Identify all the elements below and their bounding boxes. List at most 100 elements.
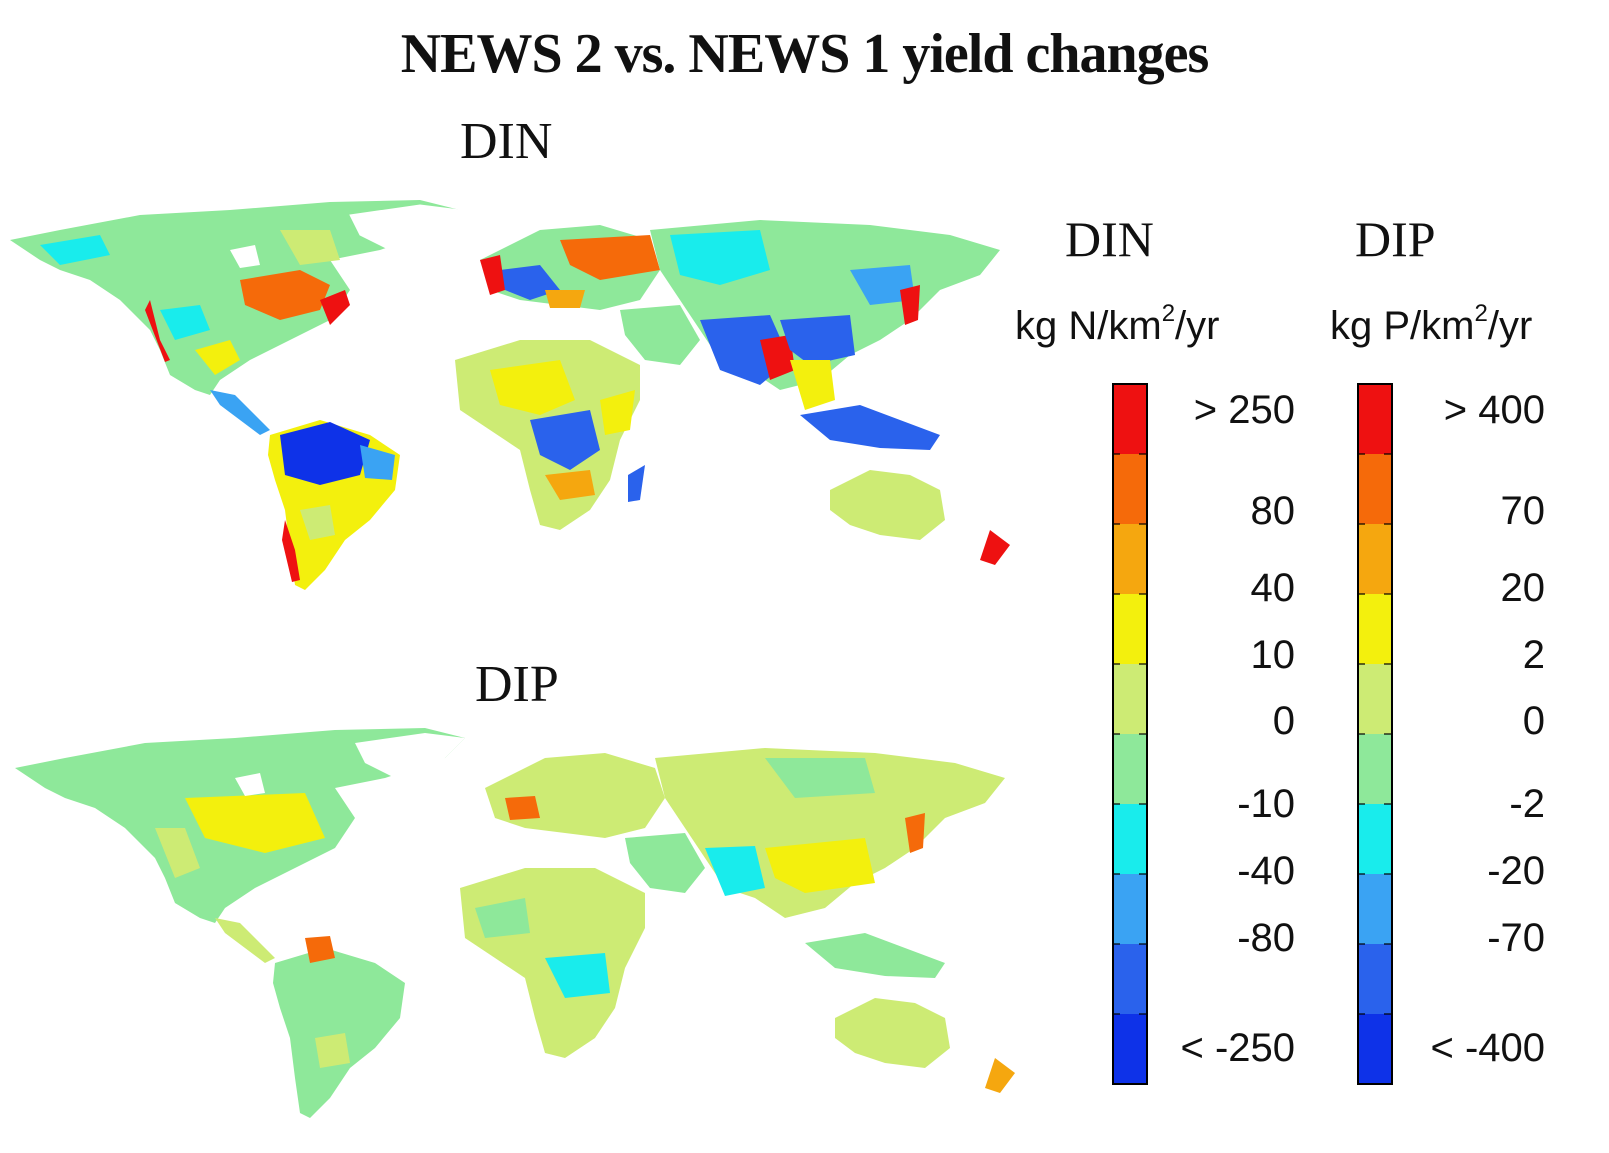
din-tick-label: 40: [1250, 566, 1296, 610]
din-greenland: [349, 204, 462, 251]
din-tick-label: 80: [1250, 489, 1296, 533]
dip-colorbar-band: [1358, 524, 1392, 594]
din-tick-label: 0: [1272, 699, 1295, 743]
din-east-coast: [320, 290, 350, 325]
din-australia: [830, 470, 945, 540]
din-colorbar-band: [1113, 664, 1147, 734]
dip-colorbar-band: [1358, 594, 1392, 664]
dip-tick-label: 0: [1522, 699, 1545, 743]
din-colorbar-band: [1113, 524, 1147, 594]
dip-tick-label: 20: [1500, 566, 1546, 610]
din-congo: [530, 410, 600, 470]
din-siberia-west: [670, 230, 770, 285]
din-la-plata: [300, 505, 335, 540]
dip-congo: [545, 953, 610, 998]
dip-colorbar-band: [1358, 384, 1392, 454]
dip-region-west: [155, 828, 200, 878]
dip-la-plata: [315, 1033, 350, 1068]
din-hudson-bay: [230, 245, 260, 268]
din-colorbar-band: [1113, 454, 1147, 524]
din-region-great-lakes: [240, 270, 330, 320]
dip-colorbar-band: [1358, 944, 1392, 1014]
dip-hudson-bay: [235, 773, 265, 796]
din-region-canada-east: [280, 230, 340, 265]
dip-central-america: [215, 918, 275, 963]
din-amur: [850, 265, 915, 305]
din-madagascar: [628, 465, 645, 502]
din-colorbar-band: [1113, 874, 1147, 944]
dip-middle-east: [625, 833, 705, 893]
dip-tick-label: -70: [1487, 916, 1545, 960]
din-tick-label: > 250: [1193, 388, 1295, 432]
dip-colorbar-band: [1358, 874, 1392, 944]
din-amazon: [280, 422, 370, 485]
dip-colorbar-band: [1358, 664, 1392, 734]
din-colorbar-frame: [1112, 383, 1148, 1085]
dip-china: [765, 838, 875, 893]
dip-map-title: DIP: [475, 656, 559, 713]
dip-japan: [905, 813, 925, 853]
din-ganges: [760, 335, 795, 380]
dip-new-zealand: [985, 1058, 1015, 1093]
din-zambezi: [545, 470, 595, 500]
dip-colorbar: [1357, 383, 1393, 1085]
din-black-sea-basin: [545, 290, 585, 308]
din-tick-label: < -250: [1180, 1026, 1295, 1070]
dip-region-us: [185, 793, 325, 853]
dip-greenland: [355, 733, 465, 778]
din-chile-coast: [282, 520, 300, 582]
dip-colorbar-band: [1358, 734, 1392, 804]
dip-tick-label: -2: [1509, 782, 1545, 826]
dip-tick-label: 70: [1500, 489, 1546, 533]
din-tick-label: -10: [1237, 782, 1295, 826]
din-sahel: [490, 360, 575, 415]
din-colorbar-band: [1113, 1014, 1147, 1084]
din-new-zealand: [980, 530, 1010, 565]
din-colorbar-band: [1113, 944, 1147, 1014]
dip-colorbar-frame: [1357, 383, 1393, 1085]
dip-tick-label: < -400: [1430, 1026, 1545, 1070]
dip-tick-label: -20: [1487, 849, 1545, 893]
din-uk-france: [480, 255, 505, 295]
dip-siberia: [765, 758, 875, 798]
din-tick-label: -80: [1237, 916, 1295, 960]
din-north-america: [10, 200, 460, 395]
dip-orinoco: [305, 936, 335, 963]
din-mekong: [790, 360, 835, 410]
din-colorbar-band: [1113, 804, 1147, 874]
dip-colorbar-band: [1358, 804, 1392, 874]
dip-west-africa: [475, 898, 530, 938]
din-legend-heading: DIN: [1065, 211, 1154, 267]
din-colorbar-band: [1113, 594, 1147, 664]
dip-tick-label: > 400: [1443, 388, 1545, 432]
din-colorbar: [1112, 383, 1148, 1085]
din-west-coast: [145, 300, 170, 362]
dip-tick-label: 2: [1522, 633, 1545, 677]
dip-colorbar-band: [1358, 454, 1392, 524]
din-legend-unit: kg N/km2/yr: [1015, 300, 1220, 348]
din-japan: [900, 285, 920, 325]
dip-rhine: [505, 796, 540, 820]
din-region-alaska: [40, 235, 110, 265]
dip-legend-unit: kg P/km2/yr: [1330, 300, 1533, 348]
dip-europe: [485, 753, 665, 838]
din-china-south: [780, 315, 855, 365]
dip-south-america: [273, 948, 405, 1118]
din-tick-label: -40: [1237, 849, 1295, 893]
dip-colorbar-band: [1358, 1014, 1392, 1084]
din-tick-label: 10: [1250, 633, 1296, 677]
din-map-title: DIN: [460, 113, 553, 170]
din-colorbar-band: [1113, 384, 1147, 454]
dip-indonesia: [805, 933, 945, 978]
din-brazil-east: [360, 445, 395, 480]
dip-world-map: [15, 728, 1015, 1118]
dip-india: [705, 846, 765, 896]
din-indonesia: [800, 405, 940, 450]
din-region-gulf: [195, 340, 240, 375]
din-region-west: [160, 305, 210, 340]
chart-title: NEWS 2 vs. NEWS 1 yield changes: [400, 23, 1210, 85]
din-east-africa: [600, 390, 635, 435]
dip-australia: [835, 998, 950, 1068]
din-middle-east: [620, 305, 700, 365]
din-central-america: [210, 390, 270, 435]
